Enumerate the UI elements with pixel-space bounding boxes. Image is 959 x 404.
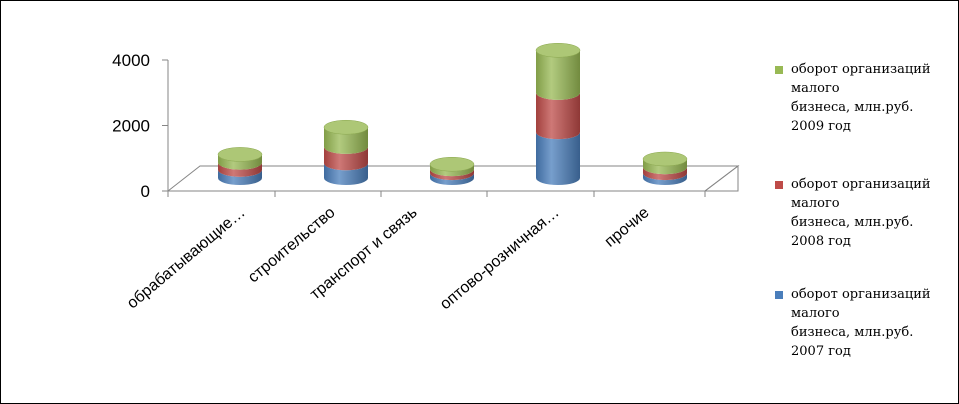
bar-segment xyxy=(324,163,368,185)
legend-line: 2009 год xyxy=(791,119,851,134)
bar-top-cap xyxy=(323,119,369,135)
bar-segment xyxy=(218,169,262,185)
bar-top-cap xyxy=(535,43,581,58)
bar-segment xyxy=(643,167,687,181)
legend-line: бизнеса, млн.руб. xyxy=(791,215,914,230)
legend-line: малого xyxy=(791,81,840,96)
x-category-label: строительство xyxy=(245,204,339,286)
x-category-label: оптово-розничная… xyxy=(437,204,563,313)
legend-label-2007: оборот организаций малого бизнеса, млн.р… xyxy=(791,285,951,361)
bar-segment xyxy=(643,159,687,175)
legend-line: 2008 год xyxy=(791,234,851,249)
bar-segment xyxy=(536,92,580,140)
x-category-label: обрабатывающие… xyxy=(124,204,248,312)
y-tick-label: 4000 xyxy=(112,51,150,70)
legend-line: оборот организаций xyxy=(791,62,931,77)
legend-label-2008: оборот организаций малого бизнеса, млн.р… xyxy=(791,175,951,251)
bar-segment xyxy=(430,173,474,185)
legend-line: бизнеса, млн.руб. xyxy=(791,325,914,340)
y-tick-label: 2000 xyxy=(112,117,150,136)
y-tick-label: 0 xyxy=(141,182,150,201)
legend-label-2009: оборот организаций малого бизнеса, млн.р… xyxy=(791,60,951,136)
bar-segment xyxy=(643,173,687,185)
bar-segment xyxy=(430,169,474,181)
bar-segment xyxy=(536,132,580,185)
legend-line: 2007 год xyxy=(791,344,851,359)
legend-line: малого xyxy=(791,306,840,321)
bar-segment xyxy=(218,162,262,177)
legend-line: малого xyxy=(791,196,840,211)
bar-segment xyxy=(324,146,368,171)
x-category-label: прочие xyxy=(602,204,653,251)
legend-line: оборот организаций xyxy=(791,177,931,192)
bar-segment xyxy=(430,164,474,177)
legend-line: оборот организаций xyxy=(791,287,931,302)
bar-top-cap xyxy=(642,151,688,167)
legend-swatch-2009 xyxy=(775,66,783,74)
legend-swatch-2007 xyxy=(775,291,783,299)
legend-swatch-2008 xyxy=(775,181,783,189)
bar-segment xyxy=(218,154,262,170)
bar-segment xyxy=(324,127,368,154)
bar-top-cap xyxy=(217,147,263,162)
bar-top-cap xyxy=(429,156,475,172)
legend-line: бизнеса, млн.руб. xyxy=(791,100,914,115)
bar-segment xyxy=(536,50,580,100)
